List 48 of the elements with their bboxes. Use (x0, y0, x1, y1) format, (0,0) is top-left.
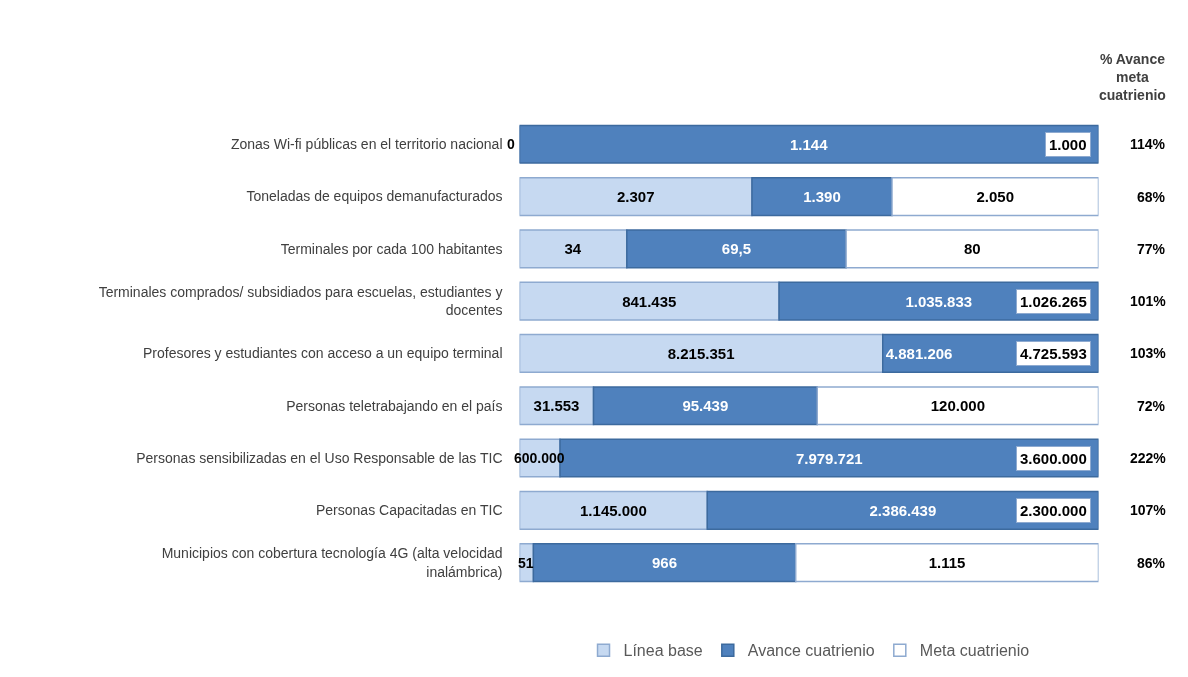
text: 222% (1130, 450, 1167, 466)
data-label: 1.390 (803, 188, 841, 206)
data-label: 120.000 (930, 397, 985, 415)
y-tick-label: Profesores y estudiantes con acceso a un equipo terminal (142, 345, 503, 362)
data-label: 1.115 (928, 554, 966, 572)
y-tick-label: Personas Capacitadas en TIC (316, 502, 503, 519)
data-label: 69,5 (721, 240, 752, 258)
data-label: 1.035.833 (905, 292, 973, 310)
data-label: 31.553 (533, 397, 580, 415)
y-tick-label: Terminales comprados/ subsidiados para escuelas, estudiantes y docentes (98, 283, 503, 319)
y-tick-label: Personas teletrabajando en el país (286, 397, 503, 414)
annotation: 1.026.265 (1020, 293, 1087, 310)
data-label: 0 (507, 136, 515, 152)
data-label: 51 (518, 555, 534, 571)
data-label: 80 (963, 240, 981, 258)
text: 72% (1137, 398, 1166, 414)
data-label: 1.145.000 (580, 501, 647, 519)
data-label: 2.307 (616, 188, 655, 206)
y-tick-label: Toneladas de equipos demanufacturados (246, 188, 503, 205)
text: 101% (1130, 293, 1167, 309)
legend-label: Avance cuatrienio (747, 642, 875, 660)
legend-label: Línea base (623, 642, 703, 660)
text: % Avance meta cuatrienio (1099, 51, 1166, 104)
text: 114% (1130, 136, 1166, 152)
annotation: 4.725.593 (1020, 345, 1087, 362)
data-label: 841.435 (622, 292, 677, 310)
data-label: 966 (652, 554, 678, 572)
data-label: 34 (564, 240, 582, 258)
y-tick-label: Terminales por cada 100 habitantes (280, 240, 503, 257)
legend-label: Meta cuatrienio (919, 642, 1030, 660)
annotation: 2.300.000 (1020, 502, 1087, 519)
text: 68% (1137, 189, 1166, 205)
data-label: 1.144 (789, 135, 829, 153)
data-label: 95.439 (682, 397, 729, 415)
text: 107% (1130, 502, 1167, 518)
data-label: 7.979.721 (795, 449, 863, 467)
annotation: 3.600.000 (1020, 450, 1087, 467)
y-tick-label: Personas sensibilizadas en el Uso Responsable de las TIC (136, 449, 503, 466)
text: 86% (1137, 555, 1166, 571)
data-label: 4.881.206 (885, 344, 953, 362)
annotation: 1.000 (1049, 136, 1087, 153)
text: 103% (1130, 345, 1167, 361)
data-label: 8.215.351 (667, 344, 735, 362)
text: 77% (1137, 241, 1166, 257)
y-tick-label: Municipios con cobertura tecnología 4G (alta velocidad inalámbrica) (161, 545, 503, 580)
y-tick-label: Zonas Wi-fi públicas en el territorio nacional (230, 136, 503, 153)
data-label: 2.386.439 (869, 501, 937, 519)
data-label: 2.050 (976, 188, 1015, 206)
